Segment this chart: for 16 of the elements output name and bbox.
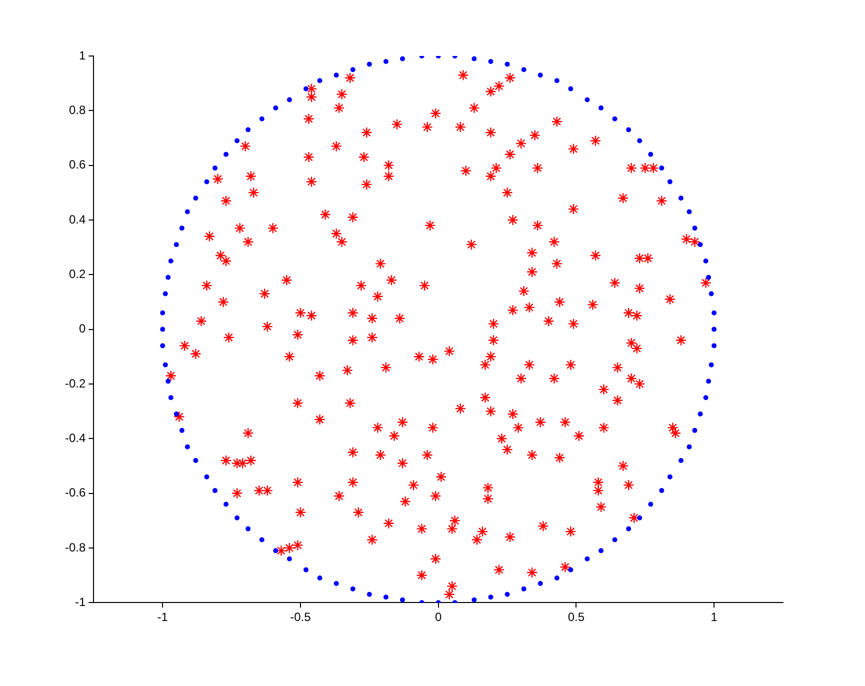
- y-tick-label: 0.4: [68, 212, 86, 226]
- y-tick-label: -0.8: [64, 540, 86, 554]
- y-tick-label: 0.8: [68, 102, 86, 117]
- y-tick-label: -0.2: [64, 376, 86, 390]
- y-tick-label: 0.2: [68, 266, 86, 281]
- x-tick-label: 1: [710, 610, 718, 624]
- y-tick-label: -0.6: [64, 486, 86, 500]
- x-tick-label: 0.5: [568, 610, 585, 624]
- y-tick-label: -1: [75, 594, 86, 609]
- x-tick-label: 0: [434, 610, 442, 624]
- y-tick-label: 0: [78, 322, 86, 336]
- y-tick-label: 0.6: [68, 158, 86, 172]
- x-tick-label: -0.5: [290, 610, 312, 624]
- y-tick-label: -0.4: [64, 430, 86, 445]
- y-tick-label: 1: [78, 48, 86, 62]
- x-tick-label: -1: [157, 610, 168, 624]
